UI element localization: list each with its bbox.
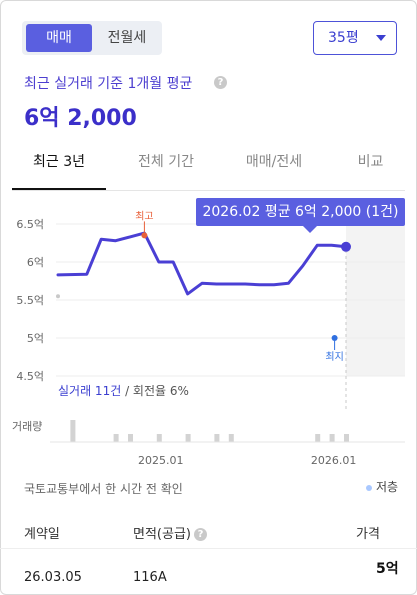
- tab-recent-3-years[interactable]: 최근 3년: [12, 146, 106, 190]
- volume-bar: [329, 434, 335, 442]
- start-marker: [56, 294, 60, 299]
- tab-sale-jeonse[interactable]: 매매/전세: [245, 154, 303, 170]
- low-point-label: 최지: [325, 351, 343, 363]
- high-point-label: 최고: [135, 210, 153, 222]
- chart-tooltip: 2026.02 평균 6억 2,000 (1건): [196, 198, 405, 226]
- latest-point: [341, 241, 351, 252]
- x-tick-label: 2025.01: [138, 454, 184, 467]
- y-tick-label: 5.5억: [16, 294, 44, 307]
- question-circle-icon[interactable]: ?: [193, 528, 207, 541]
- average-label: 최근 실거래 기준 1개월 평균: [24, 76, 193, 92]
- trade-type-sale-button[interactable]: 매매: [26, 24, 92, 52]
- tab-all-period[interactable]: 전체 기간: [138, 154, 194, 170]
- average-price: 6억 2,000: [24, 106, 137, 131]
- data-source-note: 국토교통부에서 한 시간 전 확인: [24, 482, 183, 496]
- low-point: [331, 335, 338, 341]
- header-price: 가격: [356, 527, 380, 542]
- tab-compare[interactable]: 비교: [357, 154, 384, 170]
- y-tick-label: 4.5억: [16, 370, 44, 383]
- row-contract-date: 26.03.05: [24, 570, 82, 585]
- x-tick-label: 2026.01: [311, 454, 357, 467]
- future-shade: [346, 222, 405, 376]
- turnover-rate: 회전율 6%: [132, 384, 189, 398]
- y-tick-label: 5억: [27, 332, 44, 345]
- period-tabs: 최근 3년 전체 기간 매매/전세 비교: [12, 146, 405, 191]
- high-point: [141, 232, 148, 239]
- low-floor-dot-icon: [366, 484, 372, 491]
- low-floor-legend-label: 저층: [376, 480, 399, 494]
- volume-bar: [185, 434, 191, 442]
- row-price: 5억: [376, 561, 399, 577]
- price-line: [56, 231, 348, 296]
- row-area: 116A: [133, 570, 167, 585]
- trade-type-rent-button[interactable]: 전월세: [107, 30, 147, 46]
- volume-bar: [228, 434, 234, 442]
- deal-stats: 실거래 11건 / 회전율 6%: [58, 382, 189, 399]
- header-contract-date: 계약일: [24, 527, 60, 542]
- chevron-down-icon: [376, 35, 386, 41]
- header-area-label: 면적(공급): [133, 527, 191, 542]
- volume-bar: [315, 434, 321, 442]
- deal-stats-separator: /: [121, 384, 133, 398]
- deal-count: 실거래 11건: [58, 384, 122, 398]
- volume-bar: [344, 434, 349, 442]
- volume-label: 거래량: [12, 420, 42, 433]
- size-dropdown-value: 35평: [328, 30, 359, 46]
- header-area: 면적(공급)?: [133, 523, 207, 542]
- y-tick-label: 6억: [27, 256, 44, 269]
- trade-type-toggle: 매매 전월세: [22, 21, 162, 55]
- volume-bar: [70, 420, 76, 442]
- transactions-table-header: 계약일 면적(공급)? 가격: [0, 508, 417, 549]
- chart-tooltip-arrow: [303, 226, 317, 233]
- volume-bar: [128, 434, 133, 442]
- question-circle-icon[interactable]: ?: [214, 76, 227, 89]
- volume-bar: [214, 434, 220, 442]
- volume-bar: [113, 434, 119, 442]
- volume-bar: [156, 434, 162, 442]
- y-tick-label: 6.5억: [16, 218, 44, 231]
- size-dropdown[interactable]: 35평: [313, 21, 397, 55]
- low-floor-legend: 저층: [366, 478, 398, 495]
